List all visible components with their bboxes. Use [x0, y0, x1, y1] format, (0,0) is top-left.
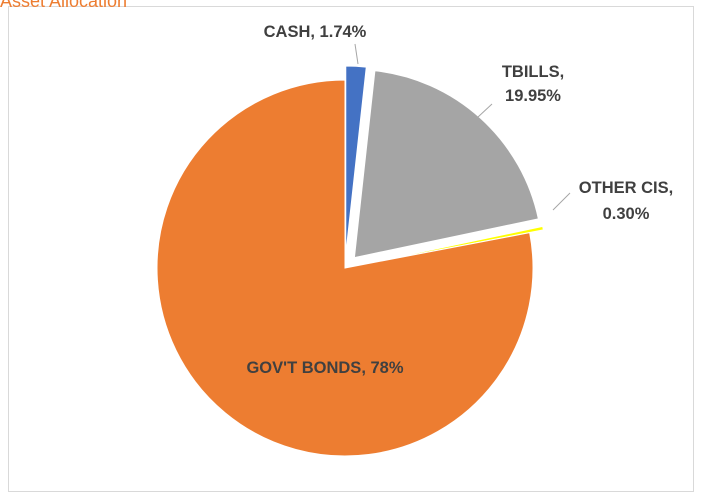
leader-lines: [354, 43, 571, 211]
pie-slice-tbills: [353, 70, 539, 259]
data-label-gov-t-bonds: GOV'T BONDS, 78%: [246, 359, 403, 377]
data-labels: CASH, 1.74% TBILLS, 19.95% OTHER CIS, 0.30% G…: [246, 23, 673, 377]
pie-slices: [156, 65, 544, 457]
leader-line: [552, 192, 571, 211]
data-label-tbills: TBILLS, 19.95%: [502, 63, 564, 105]
data-label-cash: CASH, 1.74%: [264, 23, 367, 41]
chart-title: Asset Allocation: [0, 0, 128, 11]
leader-line: [477, 103, 493, 118]
pie-slice-cash: [345, 65, 367, 255]
data-label-other-cis: OTHER CIS, 0.30%: [579, 179, 673, 223]
leader-line: [354, 43, 359, 65]
pie-slice-other-cis: [358, 225, 544, 266]
pie-slice-gov-t-bonds: [156, 79, 534, 457]
